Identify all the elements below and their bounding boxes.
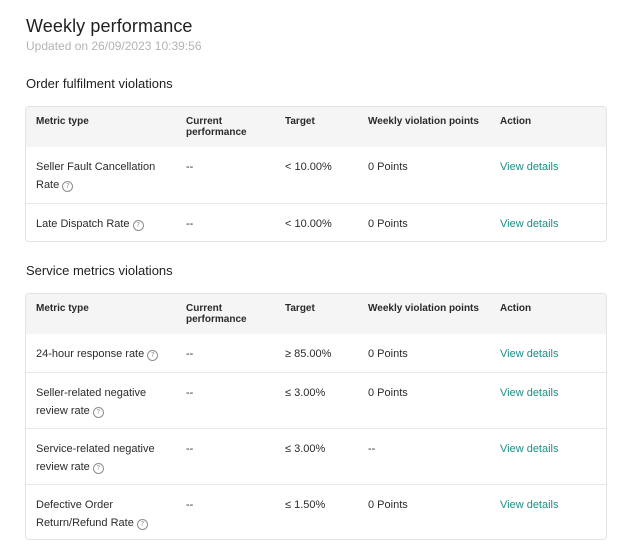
view-details-link[interactable]: View details	[500, 387, 559, 399]
current-value: --	[186, 218, 194, 230]
target-value: < 10.00%	[285, 218, 332, 230]
current-value: --	[186, 161, 194, 173]
view-details-link[interactable]: View details	[500, 443, 559, 455]
table-row: Defective Order Return/Refund Rate? -- ≤…	[26, 484, 606, 539]
question-circle-icon[interactable]: ?	[136, 519, 148, 530]
points-value: 0 Points	[368, 499, 408, 511]
current-value: --	[186, 348, 194, 360]
metric-label: Seller-related negative review rate?	[36, 387, 147, 418]
page-title: Weekly performance	[26, 16, 193, 36]
table-row: Service-related negative review rate? --…	[26, 428, 606, 484]
current-value: --	[186, 499, 194, 511]
question-circle-icon[interactable]: ?	[92, 407, 104, 418]
target-value: ≤ 3.00%	[285, 387, 326, 399]
view-details-link[interactable]: View details	[500, 218, 559, 230]
metric-label: Defective Order Return/Refund Rate?	[36, 496, 164, 532]
question-circle-icon[interactable]: ?	[147, 350, 159, 361]
metric-label: Late Dispatch Rate?	[36, 215, 176, 233]
metric-label: Service-related negative review rate?	[36, 443, 155, 474]
points-value: 0 Points	[368, 387, 408, 399]
column-header-points: Weekly violation points	[368, 303, 479, 314]
section-title-order-fulfilment: Order fulfilment violations	[26, 76, 173, 91]
table-row: Seller-related negative review rate? -- …	[26, 372, 606, 428]
metric-label: Seller Fault Cancellation Rate?	[36, 161, 156, 192]
metric-label: 24-hour response rate?	[36, 345, 176, 363]
target-value: ≤ 3.00%	[285, 443, 326, 455]
column-header-metric: Metric type	[36, 116, 89, 127]
column-header-metric: Metric type	[36, 303, 89, 314]
points-value: 0 Points	[368, 218, 408, 230]
target-value: < 10.00%	[285, 161, 332, 173]
updated-timestamp: Updated on 26/09/2023 10:39:56	[26, 39, 202, 53]
view-details-link[interactable]: View details	[500, 161, 559, 173]
question-circle-icon[interactable]: ?	[62, 181, 74, 192]
points-value: 0 Points	[368, 348, 408, 360]
column-header-current: Current performance	[186, 116, 247, 138]
target-value: ≥ 85.00%	[285, 348, 332, 360]
table-header: Metric type Current performance Target W…	[26, 294, 606, 334]
table-row: Late Dispatch Rate? -- < 10.00% 0 Points…	[26, 203, 606, 241]
section-title-service-metrics: Service metrics violations	[26, 263, 173, 278]
target-value: ≤ 1.50%	[285, 499, 326, 511]
column-header-target: Target	[285, 303, 315, 314]
column-header-target: Target	[285, 116, 315, 127]
view-details-link[interactable]: View details	[500, 348, 559, 360]
service-metrics-table: Metric type Current performance Target W…	[25, 293, 607, 540]
current-value: --	[186, 443, 194, 455]
view-details-link[interactable]: View details	[500, 499, 559, 511]
current-value: --	[186, 387, 194, 399]
column-header-points: Weekly violation points	[368, 116, 479, 127]
points-value: 0 Points	[368, 161, 408, 173]
column-header-current: Current performance	[186, 303, 247, 325]
points-value: --	[368, 443, 376, 455]
order-fulfilment-table: Metric type Current performance Target W…	[25, 106, 607, 242]
question-circle-icon[interactable]: ?	[92, 463, 104, 474]
column-header-action: Action	[500, 116, 532, 127]
table-row: Seller Fault Cancellation Rate? -- < 10.…	[26, 147, 606, 203]
column-header-action: Action	[500, 303, 532, 314]
question-circle-icon[interactable]: ?	[132, 220, 144, 231]
table-header: Metric type Current performance Target W…	[26, 107, 606, 147]
table-row: 24-hour response rate? -- ≥ 85.00% 0 Poi…	[26, 334, 606, 372]
